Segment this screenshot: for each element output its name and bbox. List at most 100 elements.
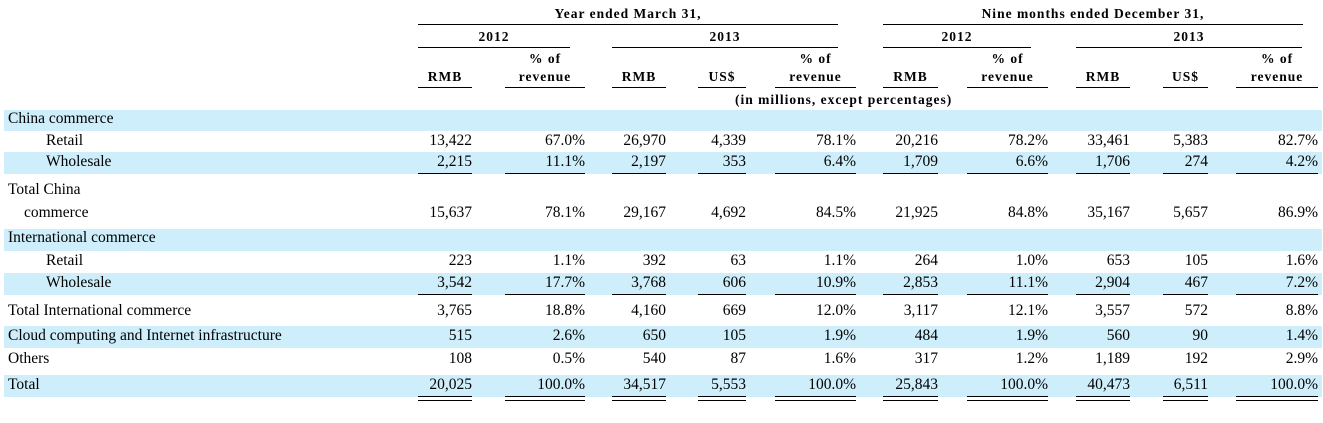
table-cell: 33,461 [1087, 132, 1130, 149]
col-header: RMB [427, 69, 463, 84]
table-cell: 26,970 [623, 132, 666, 149]
table-cell: 2,215 [437, 153, 472, 170]
table-cell: 7.2% [1285, 274, 1318, 291]
year-2013-a-rule [612, 47, 838, 48]
table-cell: 86.9% [1277, 204, 1318, 221]
table-cell: 90 [1192, 327, 1209, 344]
table-cell: 84.8% [1007, 204, 1048, 221]
subtotal-rule [505, 294, 585, 295]
table-cell: 2,853 [903, 274, 938, 291]
col-header-line1: % of [528, 51, 562, 66]
table-cell: 515 [448, 327, 472, 344]
table-cell: 1,709 [903, 153, 938, 170]
total-double-rule [883, 400, 938, 401]
subtotal-rule [1163, 173, 1208, 174]
subtotal-rule [1236, 173, 1318, 174]
table-cell: 572 [1184, 302, 1208, 319]
row-label: Retail [46, 132, 84, 149]
table-cell: 6,511 [1173, 376, 1208, 393]
table-cell: 1.2% [1015, 350, 1048, 367]
subtotal-rule [883, 173, 938, 174]
row-band [4, 229, 1322, 251]
subtotal-rule [1236, 294, 1318, 295]
subtotal-rule [775, 173, 856, 174]
row-label: commerce [24, 204, 89, 221]
total-double-rule [612, 400, 666, 401]
col-header: revenue [981, 69, 1034, 84]
table-cell: 3,542 [437, 274, 472, 291]
table-cell: 4,339 [711, 132, 746, 149]
table-cell: 29,167 [623, 204, 666, 221]
year-2012-b-rule [883, 47, 1031, 48]
table-cell: 606 [722, 274, 746, 291]
row-label: Retail [46, 252, 84, 269]
subtotal-rule [775, 294, 856, 295]
total-double-rule [1236, 396, 1318, 397]
col-header-rule [1163, 87, 1208, 88]
row-label: International commerce [8, 229, 156, 246]
table-cell: 1,189 [1095, 350, 1130, 367]
table-cell: 87 [730, 350, 747, 367]
total-double-rule [505, 396, 585, 397]
total-double-rule [1163, 400, 1208, 401]
row-label: Total China [8, 181, 81, 198]
total-double-rule [418, 396, 472, 397]
table-cell: 1.9% [823, 327, 856, 344]
year-2012-b: 2012 [941, 29, 973, 44]
table-cell: 78.1% [815, 132, 856, 149]
units-note: (in millions, except percentages) [735, 92, 953, 107]
table-cell: 353 [722, 153, 746, 170]
table-cell: 0.5% [552, 350, 585, 367]
table-cell: 274 [1184, 153, 1208, 170]
total-double-rule [775, 396, 856, 397]
table-cell: 20,025 [429, 376, 472, 393]
table-cell: 15,637 [429, 204, 472, 221]
total-double-rule [967, 400, 1048, 401]
table-cell: 3,768 [631, 274, 666, 291]
table-cell: 653 [1106, 252, 1130, 269]
table-cell: 4,692 [711, 204, 746, 221]
table-cell: 3,117 [903, 302, 938, 319]
subtotal-rule [612, 294, 666, 295]
col-header: RMB [621, 69, 657, 84]
col-header-rule [1076, 87, 1130, 88]
table-cell: 105 [1184, 252, 1208, 269]
table-cell: 67.0% [544, 132, 585, 149]
table-cell: 192 [1184, 350, 1208, 367]
table-cell: 2.6% [552, 327, 585, 344]
col-header: revenue [518, 69, 572, 84]
table-cell: 10.9% [815, 274, 856, 291]
col-header-rule [883, 87, 938, 88]
table-cell: 467 [1184, 274, 1208, 291]
table-cell: 5,553 [711, 376, 746, 393]
subtotal-rule [418, 294, 472, 295]
table-cell: 84.5% [815, 204, 856, 221]
table-cell: 40,473 [1087, 376, 1130, 393]
table-cell: 100.0% [808, 376, 856, 393]
table-cell: 484 [914, 327, 938, 344]
table-cell: 63 [730, 252, 747, 269]
table-cell: 5,657 [1173, 204, 1208, 221]
subtotal-rule [698, 173, 746, 174]
table-cell: 1.6% [823, 350, 856, 367]
row-band [4, 375, 1322, 397]
row-label: Others [8, 350, 50, 367]
row-band [4, 273, 1322, 295]
table-cell: 223 [448, 252, 472, 269]
row-label: Total [8, 376, 40, 393]
table-cell: 5,383 [1173, 132, 1208, 149]
table-cell: 6.4% [823, 153, 856, 170]
table-cell: 650 [642, 327, 666, 344]
nine-months-header: Nine months ended December 31, [981, 6, 1205, 21]
col-header-rule [505, 87, 585, 88]
col-header-rule [775, 87, 856, 88]
subtotal-rule [1163, 294, 1208, 295]
col-header-rule [418, 87, 472, 88]
subtotal-rule [505, 173, 585, 174]
subtotal-rule [1076, 173, 1130, 174]
col-header-rule [612, 87, 666, 88]
year-2012-a-rule [418, 47, 570, 48]
table-cell: 78.1% [544, 204, 585, 221]
total-double-rule [698, 400, 746, 401]
col-header-rule [1236, 87, 1318, 88]
